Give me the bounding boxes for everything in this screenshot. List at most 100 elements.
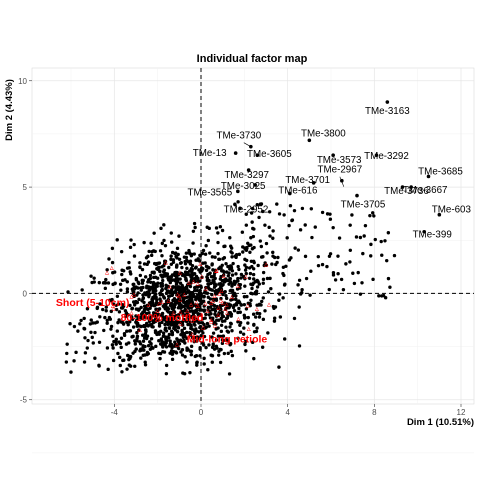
individual-point xyxy=(199,268,203,272)
individual-point xyxy=(250,292,255,296)
individual-point xyxy=(290,218,295,222)
supplementary-point: ▵ xyxy=(211,296,215,305)
individual-point xyxy=(78,322,82,326)
individual-point xyxy=(118,282,123,286)
individual-point xyxy=(199,333,203,338)
individual-point xyxy=(272,255,277,260)
individual-point xyxy=(369,254,373,258)
individual-point xyxy=(110,343,115,347)
individual-point xyxy=(97,340,102,345)
individual-point xyxy=(264,263,269,268)
individual-point xyxy=(275,202,279,206)
individual-point xyxy=(170,330,175,335)
individual-point xyxy=(179,306,183,310)
individual-point xyxy=(242,326,246,330)
supplementary-point: ▵ xyxy=(155,306,159,315)
point-label: TMe-3573 xyxy=(317,155,362,166)
individual-point xyxy=(252,245,256,250)
supplementary-point: ▵ xyxy=(190,329,194,338)
individual-point xyxy=(380,253,384,257)
individual-point xyxy=(151,301,155,305)
individual-point xyxy=(281,296,285,300)
individual-point xyxy=(238,330,243,334)
individual-point xyxy=(223,244,227,248)
individual-point xyxy=(138,261,142,265)
individual-point xyxy=(336,272,340,276)
individual-point xyxy=(187,250,191,254)
individual-point xyxy=(105,321,109,325)
category-label: Short (5-10cm) xyxy=(56,297,130,309)
supplementary-point: ▵ xyxy=(111,301,115,310)
individual-point xyxy=(258,239,263,243)
individual-point xyxy=(177,302,181,307)
individual-point xyxy=(110,246,115,251)
supplementary-point: ▵ xyxy=(217,303,221,312)
individual-point xyxy=(115,294,120,299)
supplementary-point: ▵ xyxy=(171,308,175,317)
supplementary-point: ▵ xyxy=(182,289,186,298)
individual-point xyxy=(181,319,185,323)
grid-minor xyxy=(32,68,474,454)
individual-point xyxy=(193,335,197,340)
individual-point xyxy=(221,257,225,261)
individual-point xyxy=(210,354,215,358)
individual-point xyxy=(180,339,185,343)
individual-point xyxy=(199,308,204,312)
individual-point xyxy=(200,321,205,325)
individual-point xyxy=(132,282,136,287)
individual-point xyxy=(169,240,174,244)
individual-point xyxy=(255,326,259,330)
individual-point xyxy=(127,341,131,345)
individual-point xyxy=(149,285,154,290)
individual-point xyxy=(155,267,159,271)
individual-point xyxy=(208,305,213,309)
individual-point xyxy=(168,339,172,343)
individual-point xyxy=(287,223,291,228)
individual-point xyxy=(277,365,281,369)
individual-point xyxy=(296,283,300,287)
individual-point xyxy=(212,271,217,275)
individual-point xyxy=(282,213,286,217)
individual-point xyxy=(146,324,150,328)
individual-point xyxy=(140,278,145,283)
individual-point xyxy=(88,322,93,326)
individual-point xyxy=(158,297,162,301)
individual-point xyxy=(133,349,137,354)
individual-point xyxy=(179,310,183,314)
individual-point xyxy=(124,311,129,315)
individual-point xyxy=(208,251,212,255)
individual-point xyxy=(164,363,169,368)
individual-point xyxy=(204,243,208,248)
individual-point xyxy=(213,320,217,325)
individual-point xyxy=(188,273,192,277)
individual-point xyxy=(202,362,206,366)
individual-point xyxy=(141,324,146,328)
individual-point xyxy=(255,285,260,289)
individual-point xyxy=(82,360,87,364)
supplementary-point: ▵ xyxy=(187,278,191,287)
individual-point xyxy=(275,260,279,265)
individual-point xyxy=(192,252,196,256)
individual-point xyxy=(204,268,209,273)
individual-point xyxy=(205,278,209,283)
individual-point xyxy=(173,302,177,307)
labeled-point xyxy=(307,138,312,143)
point-label: TMe-3667 xyxy=(403,185,448,196)
individual-point xyxy=(191,320,196,324)
individual-point xyxy=(243,339,248,344)
individual-point xyxy=(220,341,225,346)
individual-point xyxy=(162,295,166,299)
individual-point xyxy=(219,296,223,301)
individual-point xyxy=(234,297,238,302)
individual-point xyxy=(161,349,165,354)
individual-point xyxy=(156,308,160,313)
individual-point xyxy=(228,321,233,326)
individual-point xyxy=(193,317,198,321)
individual-point xyxy=(246,321,250,325)
individual-point xyxy=(138,273,143,278)
individual-point xyxy=(135,300,140,305)
individual-point xyxy=(143,275,148,279)
individual-point xyxy=(257,303,261,307)
individual-point xyxy=(249,259,254,263)
individual-point xyxy=(115,238,119,242)
